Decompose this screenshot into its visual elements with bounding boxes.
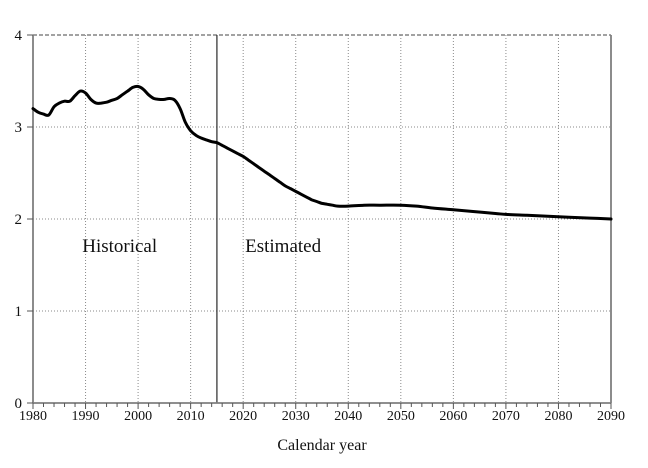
y-tick-label: 1: [15, 304, 23, 320]
series-line: [31, 84, 613, 221]
x-tick-label: 2060: [439, 409, 467, 424]
x-axis-title: Calendar year: [277, 437, 367, 454]
x-tick-label: 2000: [124, 409, 152, 424]
x-tick-label: 2050: [387, 409, 415, 424]
x-tick-label: 2080: [544, 409, 572, 424]
x-tick-label: 2090: [597, 409, 625, 424]
x-tick-label: 2020: [229, 409, 257, 424]
x-tick-label: 2030: [282, 409, 310, 424]
x-tick-label: 2040: [334, 409, 362, 424]
x-tick-label: 1980: [19, 409, 47, 424]
y-tick-label: 3: [15, 120, 23, 136]
x-tick-label: 2070: [492, 409, 520, 424]
y-tick-label: 4: [15, 28, 23, 44]
x-tick-label: 2010: [177, 409, 205, 424]
annotation-historical: Historical: [82, 236, 157, 257]
annotation-estimated: Estimated: [245, 236, 321, 257]
x-tick-label: 1990: [72, 409, 100, 424]
y-tick-label: 2: [15, 212, 23, 228]
y-tick-label: 0: [15, 396, 23, 412]
